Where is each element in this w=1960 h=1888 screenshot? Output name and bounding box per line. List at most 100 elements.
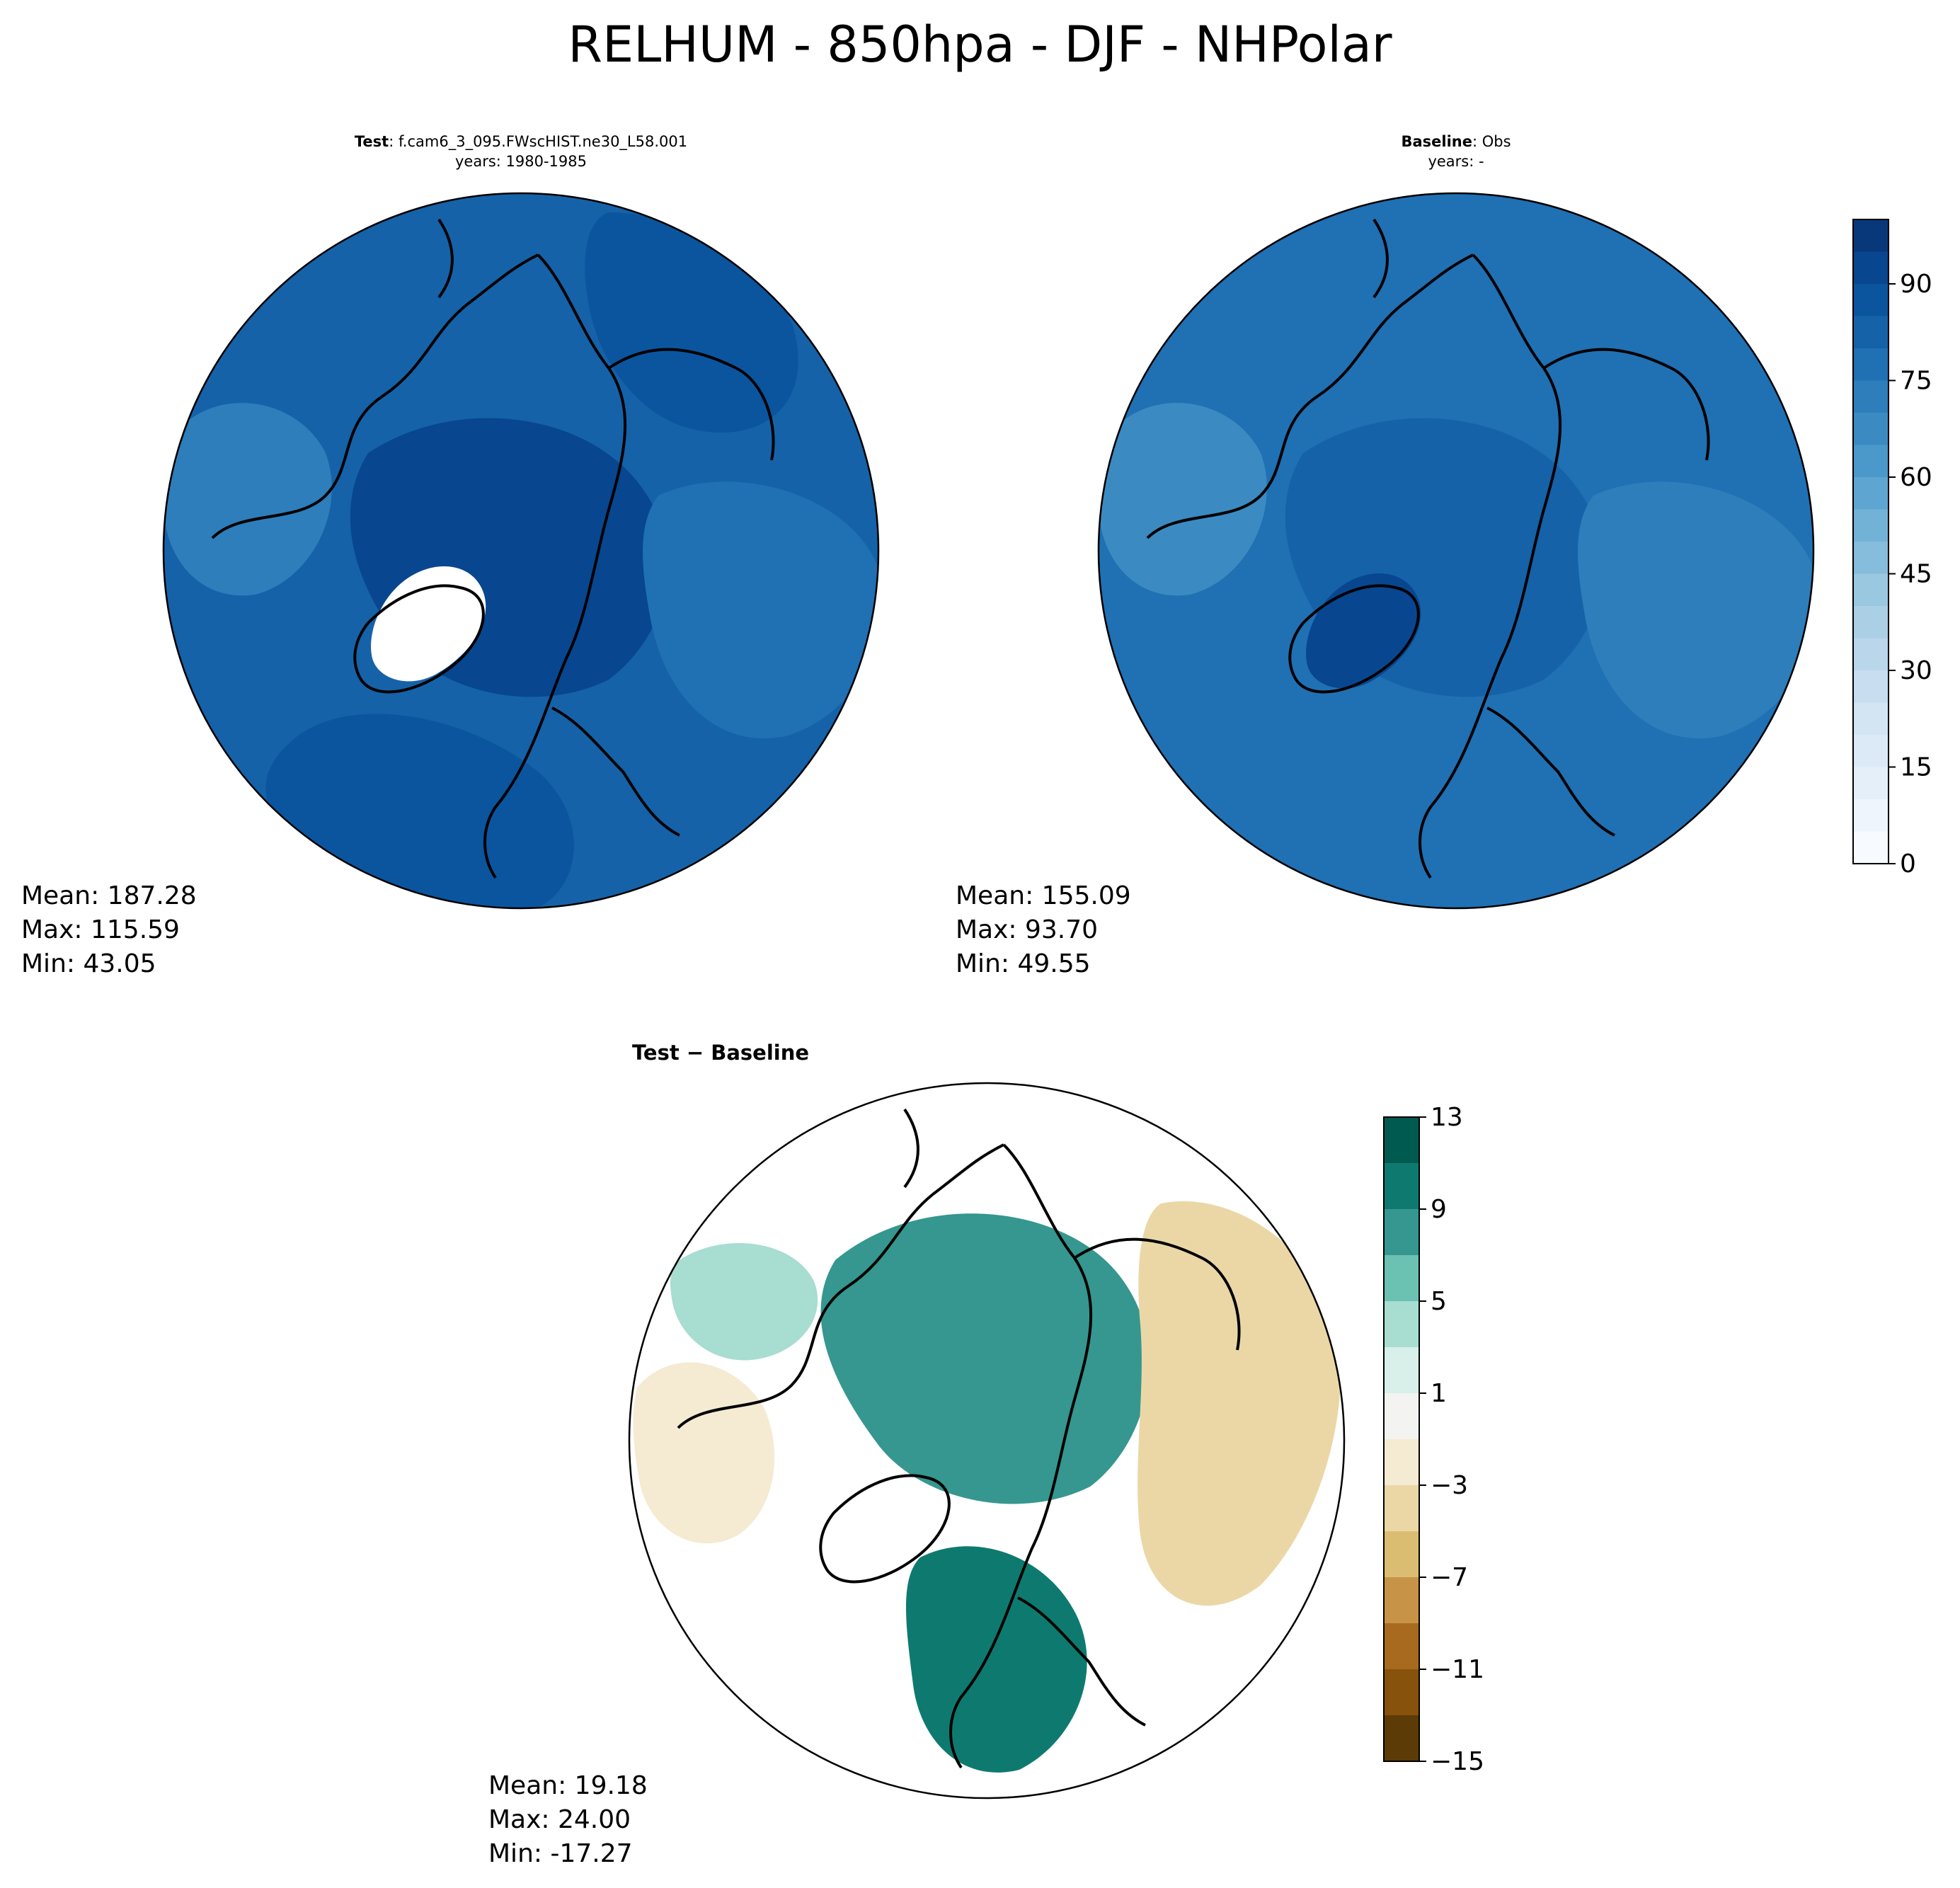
figure-title: RELHUM - 850hpa - DJF - NHPolar <box>568 16 1392 74</box>
cb1-blocks-band <box>1853 638 1889 670</box>
cb2-ticks-label: −3 <box>1431 1471 1468 1500</box>
test-map-fields <box>164 212 878 908</box>
blues-colorbar-ticks: 0 15 30 45 60 75 90 <box>1889 270 1932 879</box>
cb1-blocks-band <box>1853 348 1889 381</box>
cb2-blocks-band <box>1384 1393 1419 1439</box>
cb1-blocks-band <box>1853 477 1889 510</box>
baseline-title-rest: : Obs <box>1472 133 1511 150</box>
cb2-blocks-band <box>1384 1347 1419 1393</box>
test-min: Min: 43.05 <box>21 949 156 978</box>
cb1-blocks-band <box>1853 445 1889 477</box>
cb2-blocks-band <box>1384 1117 1419 1163</box>
cb2-blocks-band <box>1384 1577 1419 1623</box>
cb2-ticks-label: 1 <box>1431 1379 1447 1408</box>
cb2-ticks-label: −7 <box>1431 1563 1468 1592</box>
brbg-colorbar: −15 −11 −7 −3 1 5 9 13 <box>1383 1103 1484 1776</box>
cb2-ticks-label: −15 <box>1431 1747 1484 1776</box>
cb1-ticks-label: 0 <box>1900 849 1916 879</box>
diff-min: Min: -17.27 <box>488 1839 633 1868</box>
cb1-blocks-band <box>1853 380 1889 413</box>
diff-map <box>628 1082 1346 1800</box>
cb1-ticks-label: 30 <box>1900 656 1932 685</box>
cb1-ticks-label: 75 <box>1900 367 1932 396</box>
diff-region-siberia <box>1137 1201 1341 1606</box>
cb1-ticks-label: 60 <box>1900 463 1932 492</box>
test-region-greenland <box>371 566 486 682</box>
baseline-title-bold: Baseline <box>1401 133 1472 150</box>
cb1-blocks-band <box>1853 573 1889 606</box>
diff-max: Max: 24.00 <box>488 1805 631 1834</box>
diff-map-coastlines <box>677 1108 1241 1769</box>
diff-region-north-america <box>633 1362 775 1544</box>
cb2-blocks-band <box>1384 1531 1419 1577</box>
cb2-blocks-band <box>1384 1301 1419 1347</box>
diff-mean: Mean: 19.18 <box>488 1771 648 1800</box>
cb2-blocks-band <box>1384 1623 1419 1669</box>
cb1-blocks-band <box>1853 702 1889 735</box>
baseline-map <box>1097 192 1815 910</box>
cb1-blocks-band <box>1853 413 1889 445</box>
diff-title-text: Test − Baseline <box>632 1041 810 1065</box>
cb1-blocks-band <box>1853 831 1889 864</box>
cb1-blocks-band <box>1853 606 1889 639</box>
cb1-blocks-band <box>1853 251 1889 284</box>
cb1-blocks-band <box>1853 542 1889 574</box>
baseline-map-coastlines <box>1146 218 1710 879</box>
test-stats: Mean: 187.28 Max: 115.59 Min: 43.05 <box>21 879 197 981</box>
baseline-region-eurasia <box>1578 481 1813 739</box>
test-subtitle: years: 1980-1985 <box>454 153 587 170</box>
baseline-mean: Mean: 155.09 <box>956 881 1131 910</box>
test-region-north-america <box>164 403 332 596</box>
baseline-stats: Mean: 155.09 Max: 93.70 Min: 49.55 <box>956 879 1131 981</box>
cb1-blocks-band <box>1853 767 1889 799</box>
test-region-eurasia <box>643 481 878 739</box>
brbg-colorbar-frame <box>1383 1116 1420 1762</box>
cb2-blocks-band <box>1384 1255 1419 1301</box>
cb1-blocks-band <box>1853 219 1889 252</box>
baseline-region-north-america <box>1099 403 1267 596</box>
cb1-blocks-band <box>1853 735 1889 767</box>
baseline-panel-title: Baseline: Obs years: - <box>1102 132 1810 171</box>
cb1-blocks-band <box>1853 670 1889 703</box>
diff-region-alaska <box>670 1243 818 1361</box>
cb1-blocks-band <box>1853 799 1889 832</box>
baseline-region-greenland <box>1306 573 1421 689</box>
cb1-blocks-band <box>1853 284 1889 316</box>
cb2-blocks-band <box>1384 1669 1419 1715</box>
baseline-map-boundary <box>1097 192 1815 910</box>
diff-map-boundary <box>628 1082 1346 1800</box>
test-title-rest: : f.cam6_3_095.FWscHIST.ne30_L58.001 <box>389 133 688 150</box>
baseline-max: Max: 93.70 <box>956 915 1099 944</box>
test-map-boundary <box>162 192 880 910</box>
test-mean: Mean: 187.28 <box>21 881 197 910</box>
test-max: Max: 115.59 <box>21 915 180 944</box>
brbg-colorbar-ticks: −15 −11 −7 −3 1 5 9 13 <box>1419 1103 1484 1776</box>
baseline-min: Min: 49.55 <box>956 949 1091 978</box>
baseline-subtitle: years: - <box>1428 153 1484 170</box>
blues-colorbar: 0 15 30 45 60 75 90 <box>1852 219 1932 879</box>
diff-panel-title: Test − Baseline <box>632 1041 809 1065</box>
test-map-coastlines <box>211 218 775 879</box>
cb2-blocks-band <box>1384 1163 1419 1209</box>
cb1-blocks-band <box>1853 509 1889 542</box>
test-map <box>162 192 880 910</box>
cb2-blocks-band <box>1384 1485 1419 1531</box>
blues-colorbar-blocks <box>1853 219 1889 864</box>
blues-colorbar-frame <box>1852 219 1889 864</box>
cb2-ticks-label: 13 <box>1431 1103 1463 1132</box>
cb2-blocks-band <box>1384 1209 1419 1255</box>
cb1-blocks-band <box>1853 316 1889 348</box>
cb2-ticks-label: −11 <box>1431 1655 1484 1684</box>
brbg-colorbar-blocks <box>1384 1117 1419 1761</box>
cb2-blocks-band <box>1384 1439 1419 1485</box>
diff-stats: Mean: 19.18 Max: 24.00 Min: -17.27 <box>488 1769 648 1871</box>
cb2-blocks-band <box>1384 1715 1419 1761</box>
cb1-ticks-label: 90 <box>1900 270 1932 299</box>
cb1-ticks-label: 15 <box>1900 753 1932 782</box>
cb2-ticks-label: 5 <box>1431 1287 1447 1316</box>
test-title-bold: Test <box>354 133 389 150</box>
cb1-ticks-label: 45 <box>1900 560 1932 589</box>
test-panel-title: Test: f.cam6_3_095.FWscHIST.ne30_L58.001… <box>167 132 875 171</box>
cb2-ticks-label: 9 <box>1431 1195 1447 1224</box>
